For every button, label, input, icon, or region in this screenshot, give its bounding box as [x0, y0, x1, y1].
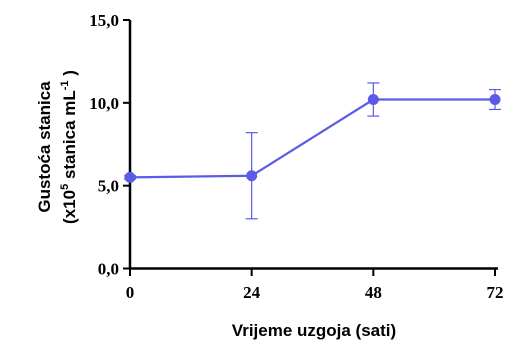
- data-point: [489, 94, 501, 106]
- y-axis-title-post: ): [60, 70, 79, 80]
- tick-labels: 0,0 5,0 10,0 15,0 0 24 48 72: [89, 11, 503, 302]
- error-bars: [124, 82, 501, 220]
- data-point: [367, 94, 379, 106]
- x-tick-label: 0: [126, 283, 135, 302]
- y-tick-label: 15,0: [89, 11, 119, 30]
- axis-ticks: [123, 19, 496, 276]
- y-axis-title-exp2: -1: [59, 80, 71, 90]
- y-axis-title-mid: stanica mL: [60, 90, 79, 184]
- data-point: [246, 170, 258, 182]
- y-tick-label: 0,0: [98, 260, 119, 279]
- y-axis-title-pre: (x10: [60, 190, 79, 224]
- series-line: [129, 98, 495, 179]
- y-axis-title-line1: Gustoća stanica: [35, 81, 54, 213]
- x-tick-label: 48: [365, 283, 382, 302]
- y-tick-label: 10,0: [89, 94, 119, 113]
- y-axis-title-line2: (x105 stanica mL-1 ): [59, 70, 79, 224]
- x-axis-title: Vrijeme uzgoja (sati): [232, 321, 396, 340]
- data-point: [124, 171, 136, 183]
- x-tick-label: 24: [243, 283, 261, 302]
- x-tick-label: 72: [487, 283, 504, 302]
- series-group: [124, 94, 501, 183]
- y-axis-title-exp1: 5: [59, 184, 71, 190]
- y-tick-label: 5,0: [98, 177, 119, 196]
